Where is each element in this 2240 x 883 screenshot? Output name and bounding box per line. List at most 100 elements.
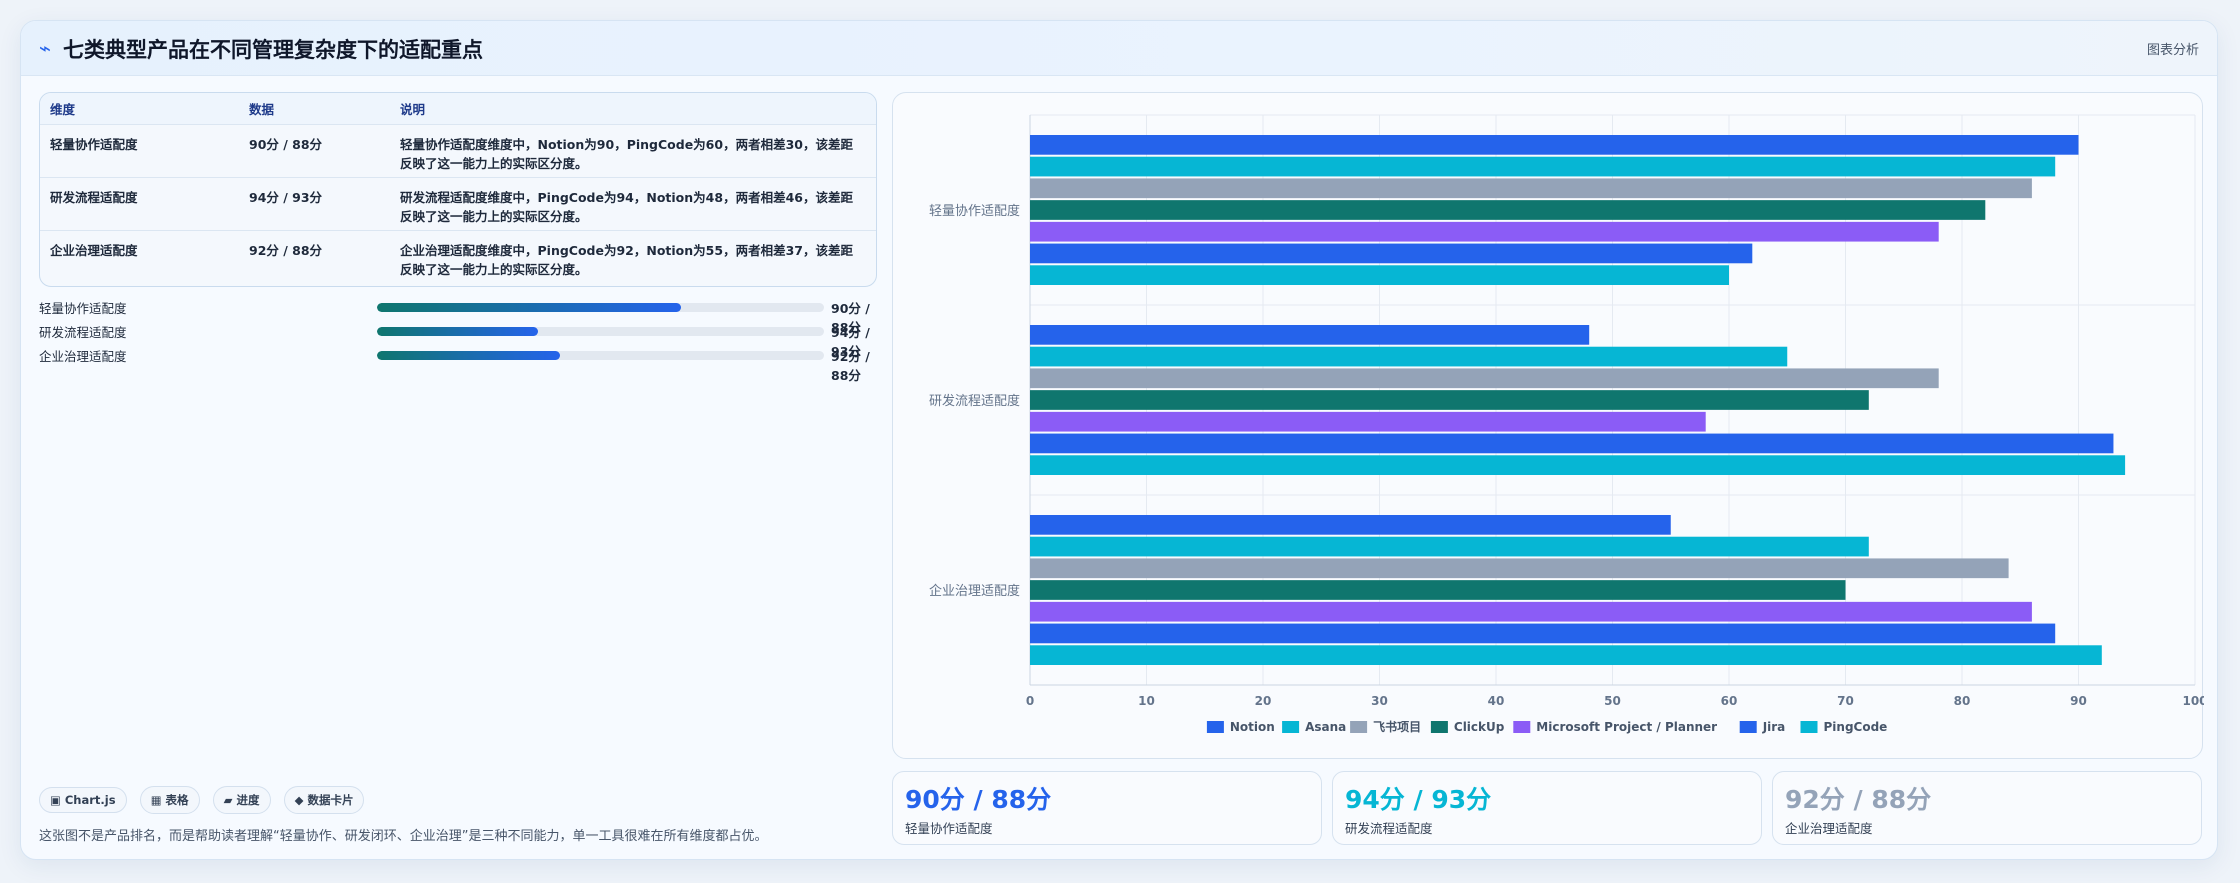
legend-label: 飞书项目 (1373, 719, 1421, 734)
progress-fill (377, 327, 538, 336)
progress-row: 研发流程适配度 94分 / 93分 (39, 321, 879, 359)
bar (1030, 645, 2102, 665)
x-tick-label: 90 (2070, 694, 2087, 708)
bar (1030, 325, 1590, 345)
footnote: 这张图不是产品排名，而是帮助读者理解“轻量协作、研发闭环、企业治理”是三种不同能… (39, 829, 768, 844)
bar (1030, 411, 1706, 432)
legend-label: ClickUp (1454, 720, 1505, 734)
table-cell-description: 轻量协作适配度维度中，Notion为90，PingCode为60，两者相差30，… (400, 137, 853, 171)
progress-track (377, 351, 824, 360)
legend-swatch (1430, 721, 1448, 733)
legend-label: Notion (1230, 720, 1275, 734)
card-header: ⌁ 七类典型产品在不同管理复杂度下的适配重点 图表分析 (21, 21, 2217, 76)
x-tick-label: 30 (1371, 694, 1388, 708)
page-title: 七类典型产品在不同管理复杂度下的适配重点 (63, 38, 483, 62)
progress-label: 研发流程适配度 (39, 325, 127, 340)
bar (1030, 178, 2032, 199)
chip-chartjs[interactable]: ▣ Chart.js (39, 787, 127, 813)
bar (1030, 221, 1939, 242)
table-header-description: 说明 (400, 102, 426, 117)
stat-card: 92分 / 88分 企业治理适配度 (1772, 771, 2202, 845)
legend-label: Jira (1762, 720, 1786, 734)
stat-value: 94分 / 93分 (1345, 785, 1492, 814)
x-tick-label: 100 (2182, 694, 2204, 708)
x-tick-label: 10 (1138, 694, 1155, 708)
progress-fill (377, 303, 681, 312)
data-table: 维度 数据 说明 轻量协作适配度 90分 / 88分 轻量协作适配度维度中，No… (39, 92, 877, 287)
bar (1030, 346, 1788, 367)
bar (1030, 243, 1753, 264)
feature-chips: ▣ Chart.js ▦ 表格 ▰ 进度 ◆ 数据卡片 (39, 786, 372, 814)
table-cell-dimension: 研发流程适配度 (50, 190, 138, 205)
progress-value: 92分 / 88分 (831, 349, 870, 383)
progress-value: 94分 / 93分 (831, 325, 870, 359)
progress-row: 企业治理适配度 92分 / 88分 (39, 345, 879, 383)
progress-row: 轻量协作适配度 90分 / 88分 (39, 297, 879, 335)
legend-label: Microsoft Project / Planner (1536, 720, 1717, 734)
stat-label: 轻量协作适配度 (905, 821, 993, 836)
table-cell-data: 94分 / 93分 (249, 190, 323, 205)
legend-swatch (1206, 721, 1224, 733)
bar (1030, 265, 1729, 285)
x-tick-label: 0 (1026, 694, 1034, 708)
progress-track (377, 303, 824, 312)
y-tick-label: 企业治理适配度 (929, 583, 1020, 599)
bar (1030, 200, 1986, 220)
stat-label: 企业治理适配度 (1785, 821, 1873, 836)
stat-card: 90分 / 88分 轻量协作适配度 (892, 771, 1322, 845)
table-cell-dimension: 企业治理适配度 (50, 243, 138, 258)
chip-progress[interactable]: ▰ 进度 (212, 786, 271, 814)
bar (1030, 580, 1846, 600)
progress-value: 90分 / 88分 (831, 301, 870, 335)
stat-label: 研发流程适配度 (1345, 821, 1433, 836)
legend-label: Asana (1305, 720, 1346, 734)
bar (1030, 455, 2126, 475)
bar (1030, 390, 1869, 410)
bar (1030, 515, 1671, 535)
legend-swatch (1350, 721, 1368, 733)
x-tick-label: 60 (1721, 694, 1738, 708)
table-cell-data: 92分 / 88分 (249, 243, 323, 258)
x-tick-label: 80 (1954, 694, 1971, 708)
chart-panel: 轻量协作适配度 研发流程适配度 企业治理适配度 0 10 20 30 40 50 60 70 80 90… (892, 92, 2204, 759)
legend-swatch (1513, 721, 1531, 733)
table-header-row: 维度 数据 说明 (40, 93, 876, 124)
table-header-data: 数据 (249, 102, 275, 117)
x-tick-label: 40 (1488, 694, 1505, 708)
stat-value: 92分 / 88分 (1785, 785, 1932, 814)
table-cell-data: 90分 / 88分 (249, 137, 323, 152)
chart-analysis-link[interactable]: 图表分析 (2146, 43, 2199, 58)
table-row: 研发流程适配度 94分 / 93分 研发流程适配度维度中，PingCode为94… (40, 177, 876, 230)
stat-value: 90分 / 88分 (905, 785, 1052, 814)
table-row: 企业治理适配度 92分 / 88分 企业治理适配度维度中，PingCode为92… (40, 230, 876, 286)
progress-fill (377, 351, 561, 360)
bar (1030, 433, 2114, 454)
table-cell-description: 企业治理适配度维度中，PingCode为92，Notion为55，两者相差37，… (400, 243, 853, 277)
table-header-dimension: 维度 (50, 102, 76, 117)
bar (1030, 623, 2056, 644)
y-tick-label: 研发流程适配度 (929, 393, 1020, 409)
table-cell-description: 研发流程适配度维度中，PingCode为94，Notion为48，两者相差46，… (400, 190, 853, 224)
chart-card: ⌁ 七类典型产品在不同管理复杂度下的适配重点 图表分析 维度 数据 说明 轻量协… (20, 20, 2218, 860)
table-cell-dimension: 轻量协作适配度 (50, 137, 138, 152)
chart-logo-icon: ⌁ (39, 36, 52, 60)
bar (1030, 156, 2056, 177)
progress-label: 企业治理适配度 (39, 349, 127, 364)
x-tick-label: 70 (1837, 694, 1854, 708)
bar (1030, 536, 1869, 557)
legend-label: PingCode (1824, 720, 1888, 734)
bar (1030, 135, 2079, 155)
y-tick-label: 轻量协作适配度 (929, 203, 1020, 219)
x-tick-label: 20 (1255, 694, 1272, 708)
chip-data-card[interactable]: ◆ 数据卡片 (283, 786, 365, 814)
stat-card: 94分 / 93分 研发流程适配度 (1332, 771, 1762, 845)
legend-swatch (1282, 721, 1300, 733)
legend-swatch (1800, 721, 1818, 733)
legend-swatch (1739, 721, 1757, 733)
progress-label: 轻量协作适配度 (39, 301, 127, 316)
progress-track (377, 327, 824, 336)
bar (1030, 368, 1939, 389)
chip-table[interactable]: ▦ 表格 (139, 786, 200, 814)
x-tick-label: 50 (1604, 694, 1621, 708)
